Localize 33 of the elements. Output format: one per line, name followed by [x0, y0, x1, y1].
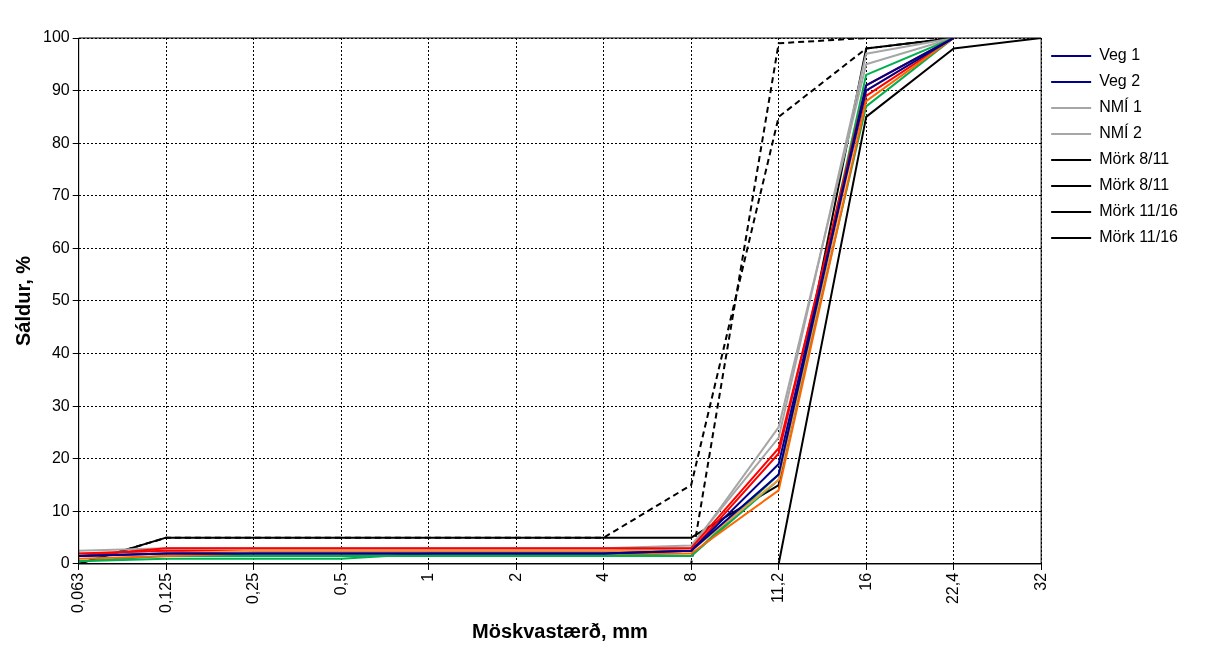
x-axis-title: Möskvastærð, mm: [472, 619, 648, 642]
y-tick-label: 70: [51, 186, 70, 204]
y-tick-label: 100: [42, 28, 70, 46]
legend-label: Mörk 11/16: [1099, 202, 1179, 220]
x-tick-label: 2: [506, 572, 524, 582]
x-tick-label: 11,2: [769, 572, 787, 603]
x-tick-label: 0,5: [331, 572, 349, 596]
x-tick-label: 1: [419, 572, 437, 582]
y-tick-label: 20: [51, 449, 70, 467]
y-tick-label: 0: [60, 554, 70, 572]
x-tick-label: 32: [1031, 572, 1049, 591]
x-tick-label: 16: [856, 572, 874, 591]
legend-label: NMÍ 1: [1099, 97, 1142, 116]
x-tick-label: 8: [681, 572, 699, 582]
y-tick-label: 40: [51, 343, 70, 361]
legend-label: Veg 1: [1099, 46, 1141, 64]
x-tick-label: 0,125: [156, 572, 174, 614]
y-tick-label: 30: [51, 396, 70, 414]
legend-label: NMÍ 2: [1099, 123, 1142, 142]
legend-label: Mörk 11/16: [1099, 228, 1179, 246]
x-tick-label: 4: [594, 572, 612, 582]
legend-label: Mörk 8/11: [1099, 176, 1170, 194]
x-tick-label: 0,25: [244, 572, 262, 605]
y-tick-label: 60: [51, 238, 70, 256]
x-tick-label: 22,4: [944, 572, 962, 605]
y-tick-label: 90: [51, 81, 70, 98]
legend-label: Veg 2: [1099, 72, 1141, 90]
y-tick-label: 10: [51, 501, 70, 519]
x-tick-label: 0,063: [69, 572, 87, 614]
legend-label: Mörk 8/11: [1099, 150, 1170, 168]
y-axis-title: Sáldur, %: [11, 255, 34, 346]
y-tick-label: 50: [51, 291, 70, 309]
y-tick-label: 80: [51, 133, 70, 151]
